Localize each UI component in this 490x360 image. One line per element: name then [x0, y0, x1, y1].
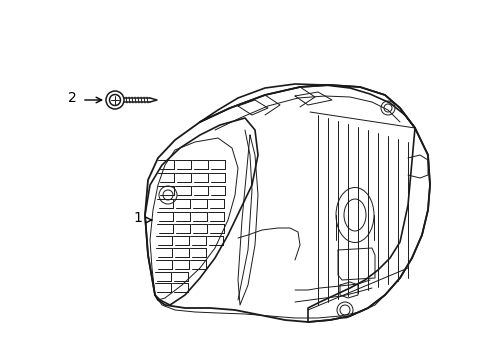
Text: 1: 1: [134, 211, 143, 225]
Text: 2: 2: [68, 91, 76, 105]
